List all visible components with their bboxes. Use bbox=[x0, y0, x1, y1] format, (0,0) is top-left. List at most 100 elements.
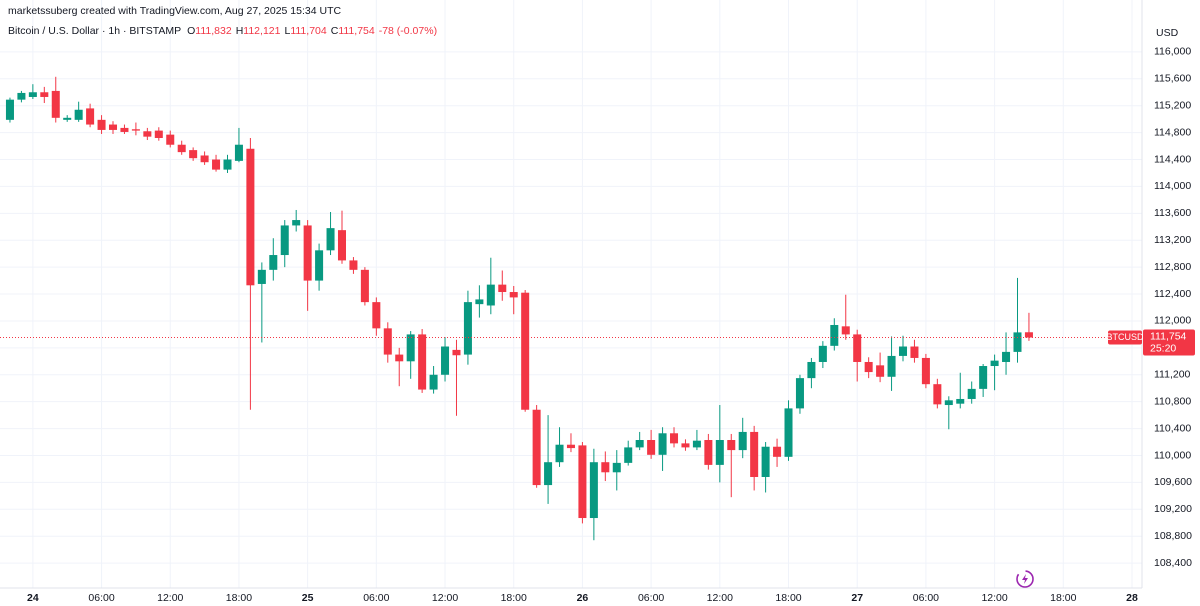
candle-body bbox=[750, 431, 759, 477]
legend-value: 111,832 bbox=[195, 25, 232, 37]
candle-body bbox=[658, 433, 667, 455]
candle-body bbox=[17, 92, 26, 100]
candle-body bbox=[692, 440, 701, 448]
candle-body bbox=[521, 292, 530, 410]
candle-body bbox=[956, 398, 965, 404]
y-tick-label: 115,200 bbox=[1154, 99, 1191, 111]
legend-key: O bbox=[187, 25, 195, 37]
candle-body bbox=[681, 443, 690, 448]
candle-body bbox=[223, 159, 232, 170]
candle-body bbox=[498, 284, 507, 293]
candle-body bbox=[921, 357, 930, 385]
candle-body bbox=[212, 159, 221, 170]
legend-key: H bbox=[236, 25, 244, 37]
candle-body bbox=[383, 328, 392, 355]
candle-body bbox=[120, 127, 129, 132]
candle-body bbox=[395, 354, 404, 362]
candle-body bbox=[97, 119, 106, 130]
candle-body bbox=[898, 346, 908, 356]
candle-body bbox=[372, 302, 381, 329]
x-tick-label: 06:00 bbox=[363, 592, 389, 604]
x-tick-label: 28 bbox=[1126, 592, 1138, 604]
y-tick-label: 116,000 bbox=[1154, 46, 1191, 58]
candle-body bbox=[418, 334, 427, 390]
candle-body bbox=[315, 250, 324, 281]
y-tick-label: 109,600 bbox=[1154, 476, 1192, 488]
candle-body bbox=[715, 440, 724, 465]
candle-body bbox=[761, 446, 770, 477]
candle-body bbox=[635, 440, 644, 448]
candle-body bbox=[406, 334, 415, 362]
candle-body bbox=[727, 440, 736, 451]
price-label: 111,754 bbox=[1150, 330, 1187, 342]
candle-body bbox=[108, 124, 118, 130]
candle-body bbox=[773, 446, 782, 457]
y-tick-label: 112,000 bbox=[1154, 315, 1191, 327]
candle-body bbox=[452, 349, 461, 356]
price-badge bbox=[1143, 329, 1195, 356]
candle-body bbox=[326, 228, 335, 251]
candles bbox=[5, 76, 1033, 541]
candle-body bbox=[131, 129, 140, 131]
candle-body bbox=[486, 284, 495, 306]
candle-body bbox=[967, 388, 976, 399]
candle-body bbox=[463, 302, 472, 355]
candle-body bbox=[578, 445, 587, 519]
candle-body bbox=[784, 408, 793, 457]
candle-body bbox=[269, 255, 278, 270]
legend-key: C bbox=[331, 25, 339, 37]
y-tick-label: 110,400 bbox=[1154, 422, 1191, 434]
candle-body bbox=[303, 225, 312, 281]
candle-body bbox=[246, 148, 255, 286]
candle-body bbox=[555, 444, 564, 463]
candle-body bbox=[177, 144, 186, 153]
legend-change: -78 (-0.07%) bbox=[379, 25, 437, 37]
candle-body bbox=[86, 108, 95, 125]
y-tick-label: 108,400 bbox=[1154, 557, 1192, 569]
symbol-badge bbox=[1108, 330, 1142, 345]
candle-body bbox=[624, 447, 633, 463]
y-tick-label: 114,800 bbox=[1154, 126, 1191, 138]
candle-body bbox=[337, 230, 346, 261]
x-tick-label: 18:00 bbox=[226, 592, 252, 604]
y-tick-label: 110,800 bbox=[1154, 395, 1191, 407]
y-tick-label: 112,800 bbox=[1154, 261, 1191, 273]
candle-body bbox=[670, 433, 679, 444]
candle-body bbox=[40, 92, 49, 97]
candle-body bbox=[876, 365, 885, 377]
currency: USD bbox=[1156, 27, 1179, 39]
x-tick-label: 12:00 bbox=[707, 592, 733, 604]
candle-body bbox=[795, 378, 804, 409]
candle-body bbox=[166, 134, 175, 145]
symbol: Bitcoin / U.S. Dollar · 1h · BITSTAMP bbox=[8, 25, 181, 37]
candle-body bbox=[647, 440, 656, 455]
symbol-label: BTCUSD bbox=[1106, 332, 1144, 342]
y-tick-label: 109,200 bbox=[1154, 503, 1192, 515]
candle-body bbox=[589, 462, 598, 519]
x-tick-label: 06:00 bbox=[913, 592, 939, 604]
candle-body bbox=[1024, 332, 1033, 338]
candle-body bbox=[28, 92, 37, 97]
candle-body bbox=[63, 117, 72, 120]
y-tick-label: 108,800 bbox=[1154, 530, 1192, 542]
countdown-label: 25:20 bbox=[1150, 342, 1176, 354]
grid bbox=[0, 0, 1142, 588]
candle-body bbox=[601, 462, 610, 473]
x-tick-label: 06:00 bbox=[88, 592, 114, 604]
x-tick-label: 12:00 bbox=[432, 592, 458, 604]
candle-body bbox=[74, 109, 83, 120]
candle-body bbox=[441, 346, 450, 375]
x-tick-label: 24 bbox=[27, 592, 39, 604]
candle-body bbox=[990, 360, 999, 367]
attribution: marketssuberg created with TradingView.c… bbox=[8, 5, 341, 17]
candle-body bbox=[154, 130, 163, 138]
candle-body bbox=[830, 324, 839, 346]
candle-body bbox=[5, 99, 14, 120]
y-tick-label: 113,600 bbox=[1154, 207, 1191, 219]
x-tick-label: 12:00 bbox=[157, 592, 183, 604]
candle-body bbox=[1013, 332, 1022, 352]
x-tick-label: 25 bbox=[302, 592, 314, 604]
x-tick-label: 06:00 bbox=[638, 592, 664, 604]
y-tick-label: 114,400 bbox=[1154, 153, 1191, 165]
